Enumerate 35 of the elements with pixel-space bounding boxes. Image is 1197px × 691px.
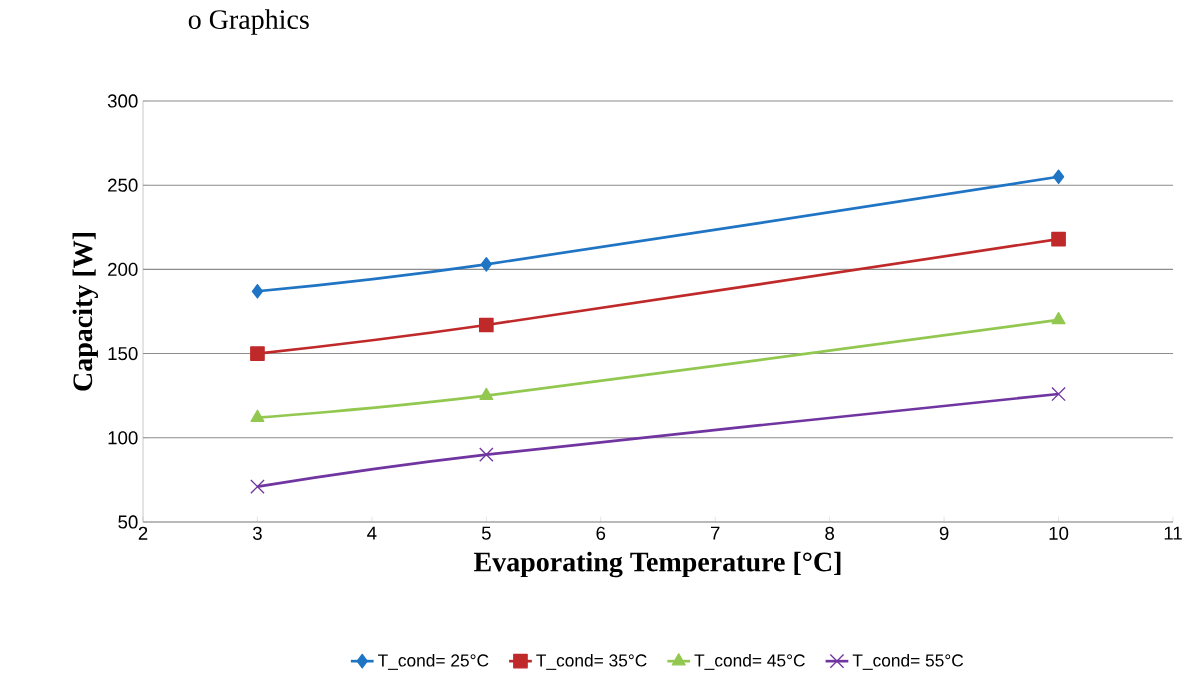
x-tick-label: 4 — [367, 526, 377, 540]
y-axis-title: Capacity [W] — [72, 233, 98, 391]
point — [479, 387, 494, 401]
legend-label: T_cond= 25°C — [378, 653, 489, 670]
y-tick-label: 150 — [108, 346, 138, 361]
point — [1051, 231, 1066, 247]
y-tick-label: 300 — [107, 94, 138, 108]
point — [1051, 386, 1066, 402]
point — [250, 479, 265, 494]
x-tick-label: 3 — [252, 526, 262, 540]
y-tick-label: 100 — [108, 431, 138, 445]
x-axis-title: Evaporating Temperature [°C] — [474, 551, 841, 578]
point — [479, 317, 494, 333]
legend-label: T_cond= 45°C — [694, 653, 805, 670]
point — [251, 283, 264, 299]
point — [479, 447, 494, 462]
point — [250, 409, 265, 422]
x-tick-label: 2 — [138, 526, 148, 540]
chart-title: o Graphics — [188, 9, 309, 35]
x-tick-label: 7 — [710, 526, 720, 540]
x-tick-label: 5 — [481, 526, 491, 540]
y-tick-label: 200 — [108, 262, 138, 276]
point — [250, 346, 265, 361]
y-tick-label: 50 — [118, 515, 138, 529]
point — [1052, 169, 1065, 185]
x-tick-label: 10 — [1049, 526, 1069, 540]
x-tick-label: 9 — [939, 526, 949, 540]
x-tick-label: 6 — [596, 526, 606, 540]
x-tick-label: 8 — [825, 526, 835, 540]
point — [480, 257, 492, 272]
y-tick-label: 250 — [108, 178, 138, 192]
x-tick-label: 11 — [1164, 526, 1182, 540]
point — [1051, 311, 1066, 325]
legend-label: T_cond= 55°C — [852, 653, 964, 670]
legend-label: T_cond= 35°C — [536, 653, 647, 670]
